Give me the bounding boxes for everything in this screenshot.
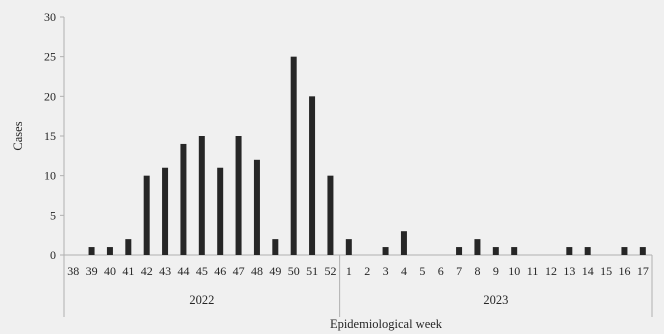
x-tick-label: 52: [324, 264, 336, 278]
x-tick-label: 14: [582, 264, 594, 278]
bar: [584, 247, 591, 255]
x-tick-label: 44: [177, 264, 189, 278]
x-tick-label: 15: [600, 264, 612, 278]
group-label: 2023: [483, 293, 508, 307]
x-tick-label: 11: [527, 264, 539, 278]
x-tick-label: 6: [438, 264, 444, 278]
bar: [621, 247, 628, 255]
bar: [639, 247, 646, 255]
x-tick-label: 47: [233, 264, 245, 278]
x-tick-label: 13: [563, 264, 575, 278]
x-tick-label: 45: [196, 264, 208, 278]
y-tick-label: 15: [44, 129, 56, 143]
x-tick-label: 5: [419, 264, 425, 278]
bar: [143, 175, 150, 255]
x-tick-label: 17: [637, 264, 649, 278]
y-tick-label: 0: [50, 248, 56, 262]
bar: [327, 175, 334, 255]
x-tick-label: 9: [493, 264, 499, 278]
bar: [400, 231, 407, 255]
bar: [456, 247, 463, 255]
x-tick-label: 2: [364, 264, 370, 278]
x-tick-label: 40: [104, 264, 116, 278]
bar: [492, 247, 499, 255]
x-tick-label: 46: [214, 264, 226, 278]
y-tick-label: 20: [44, 89, 56, 103]
bar: [162, 167, 169, 255]
x-tick-label: 12: [545, 264, 557, 278]
bar: [309, 96, 316, 255]
bar: [106, 247, 113, 255]
x-tick-label: 42: [141, 264, 153, 278]
bar: [272, 239, 279, 255]
chart-bars: [88, 56, 646, 255]
x-tick-label: 50: [288, 264, 300, 278]
bar: [290, 56, 297, 255]
group-label: 2022: [189, 293, 214, 307]
x-tick-label: 38: [67, 264, 79, 278]
x-tick-label: 7: [456, 264, 462, 278]
x-tick-label: 48: [251, 264, 263, 278]
y-axis-label: Cases: [11, 121, 25, 150]
y-tick-label: 30: [44, 10, 56, 24]
bar: [198, 136, 205, 255]
x-tick-label: 4: [401, 264, 407, 278]
y-tick-label: 25: [44, 50, 56, 64]
y-tick-label: 5: [50, 208, 56, 222]
x-tick-label: 3: [383, 264, 389, 278]
bar: [382, 247, 389, 255]
x-tick-label: 51: [306, 264, 318, 278]
bar: [125, 239, 132, 255]
bar: [217, 167, 224, 255]
bar: [253, 159, 260, 255]
x-tick-label: 39: [86, 264, 98, 278]
x-tick-label: 10: [508, 264, 520, 278]
bar: [235, 136, 242, 255]
y-tick-label: 10: [44, 169, 56, 183]
chart-axes: [60, 16, 653, 317]
x-tick-label: 49: [269, 264, 281, 278]
bar: [511, 247, 518, 255]
bar: [474, 239, 481, 255]
x-tick-label: 16: [618, 264, 630, 278]
x-tick-label: 43: [159, 264, 171, 278]
bar: [566, 247, 573, 255]
x-tick-label: 41: [122, 264, 134, 278]
x-tick-label: 1: [346, 264, 352, 278]
bar: [180, 143, 187, 255]
bar: [88, 247, 95, 255]
x-axis-label: Epidemiological week: [330, 317, 443, 331]
x-tick-label: 8: [474, 264, 480, 278]
bar: [345, 239, 352, 255]
